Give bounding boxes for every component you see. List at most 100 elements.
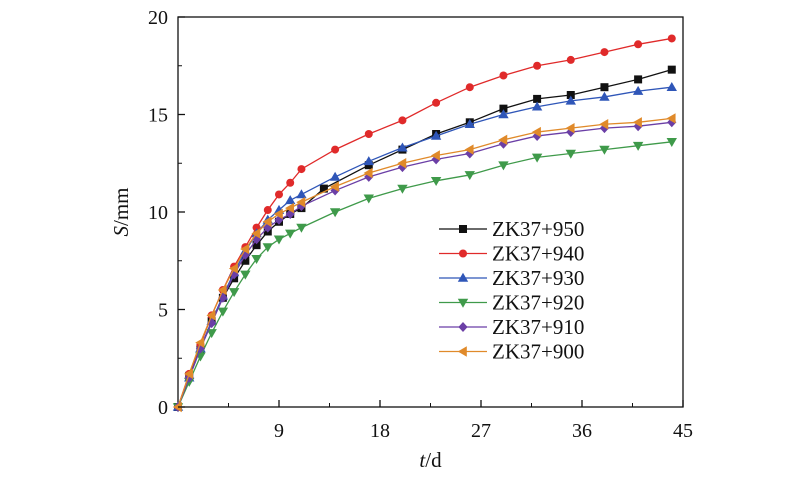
data-point xyxy=(206,310,216,321)
data-point xyxy=(667,34,676,43)
data-point xyxy=(599,145,610,155)
data-point xyxy=(666,138,677,147)
legend-label: ZK37+910 xyxy=(492,315,584,339)
data-point xyxy=(275,190,283,199)
data-point xyxy=(241,256,250,265)
data-point xyxy=(286,178,295,187)
x-axis-title-italic: t xyxy=(419,448,426,472)
data-point xyxy=(217,284,227,296)
data-point xyxy=(329,208,341,218)
y-tick-label: 20 xyxy=(148,7,168,29)
data-point xyxy=(240,243,250,255)
data-point xyxy=(666,113,676,124)
data-point xyxy=(666,82,677,91)
data-point xyxy=(566,91,575,99)
data-point xyxy=(430,150,440,161)
data-point xyxy=(172,401,182,413)
data-point xyxy=(363,167,373,179)
series-layer xyxy=(172,34,677,413)
data-point xyxy=(430,177,442,186)
x-axis-title: t/d xyxy=(419,448,442,472)
data-point xyxy=(465,83,474,92)
data-point xyxy=(195,337,205,348)
data-point xyxy=(252,241,261,250)
legend-item: ZK37+910 xyxy=(439,315,584,339)
data-point xyxy=(464,119,475,129)
data-point xyxy=(565,149,576,159)
legend-item: ZK37+930 xyxy=(439,266,584,290)
legend-item: ZK37+950 xyxy=(439,217,584,241)
series-line xyxy=(177,37,672,408)
data-point xyxy=(464,144,474,155)
data-point xyxy=(329,181,339,192)
data-point xyxy=(363,194,374,204)
x-tick-label: 18 xyxy=(370,420,390,442)
data-point xyxy=(297,165,306,174)
data-point xyxy=(240,270,251,280)
data-point xyxy=(498,109,509,119)
legend-label: ZK37+950 xyxy=(492,217,584,241)
data-point xyxy=(634,75,643,84)
data-point xyxy=(273,208,283,220)
data-point xyxy=(228,288,240,298)
legend-swatch-marker xyxy=(457,346,467,357)
data-point xyxy=(531,153,543,163)
data-point xyxy=(184,368,194,380)
legend-swatch-marker xyxy=(459,249,467,258)
y-axis-title-italic: S xyxy=(109,226,133,237)
series-zk37-920 xyxy=(172,138,677,413)
data-point xyxy=(600,83,609,92)
legend-item: ZK37+900 xyxy=(439,340,584,364)
series-zk37-950 xyxy=(174,65,676,411)
data-point xyxy=(285,195,296,205)
legend: ZK37+950ZK37+940ZK37+930ZK37+920ZK37+910… xyxy=(439,217,584,364)
y-tick-label: 10 xyxy=(148,202,168,224)
data-point xyxy=(217,307,229,317)
x-tick-label: 27 xyxy=(471,420,491,442)
legend-swatch-marker xyxy=(459,225,467,233)
data-point xyxy=(499,71,508,80)
legend-label: ZK37+900 xyxy=(492,340,584,364)
data-point xyxy=(599,91,610,101)
data-point xyxy=(600,48,609,57)
legend-swatch-marker xyxy=(457,298,469,308)
data-point xyxy=(319,184,328,193)
data-point xyxy=(273,235,285,245)
plot-frame xyxy=(177,16,684,408)
x-axis-title-unit: /d xyxy=(425,448,442,472)
data-point xyxy=(296,189,307,199)
legend-label: ZK37+930 xyxy=(492,266,584,290)
data-point xyxy=(432,98,441,107)
data-point xyxy=(397,142,408,152)
data-point xyxy=(397,158,407,169)
data-point xyxy=(566,55,575,64)
data-point xyxy=(331,145,340,154)
data-point xyxy=(263,206,272,215)
x-tick-label: 36 xyxy=(572,420,592,442)
data-point xyxy=(262,243,273,253)
x-tick-label: 45 xyxy=(673,420,693,442)
data-point xyxy=(565,95,576,105)
y-tick-label: 5 xyxy=(158,300,168,322)
data-point xyxy=(262,216,272,227)
data-point xyxy=(430,130,442,140)
data-point xyxy=(533,94,542,103)
legend-swatch-marker xyxy=(458,322,468,332)
legend-item: ZK37+940 xyxy=(439,242,584,266)
data-point xyxy=(285,202,295,214)
data-point xyxy=(329,171,341,181)
data-point xyxy=(285,229,296,239)
data-point xyxy=(251,255,262,264)
data-point xyxy=(533,61,542,70)
data-point xyxy=(364,161,373,170)
series-line xyxy=(177,69,672,408)
y-axis-title: S/mm xyxy=(109,187,133,236)
legend-label: ZK37+920 xyxy=(492,291,584,315)
data-point xyxy=(634,40,643,49)
y-axis-title-unit: /mm xyxy=(109,187,133,226)
series-line xyxy=(177,86,672,408)
data-point xyxy=(632,117,642,128)
data-point xyxy=(565,122,575,134)
data-point xyxy=(464,171,475,181)
data-point xyxy=(499,104,508,113)
